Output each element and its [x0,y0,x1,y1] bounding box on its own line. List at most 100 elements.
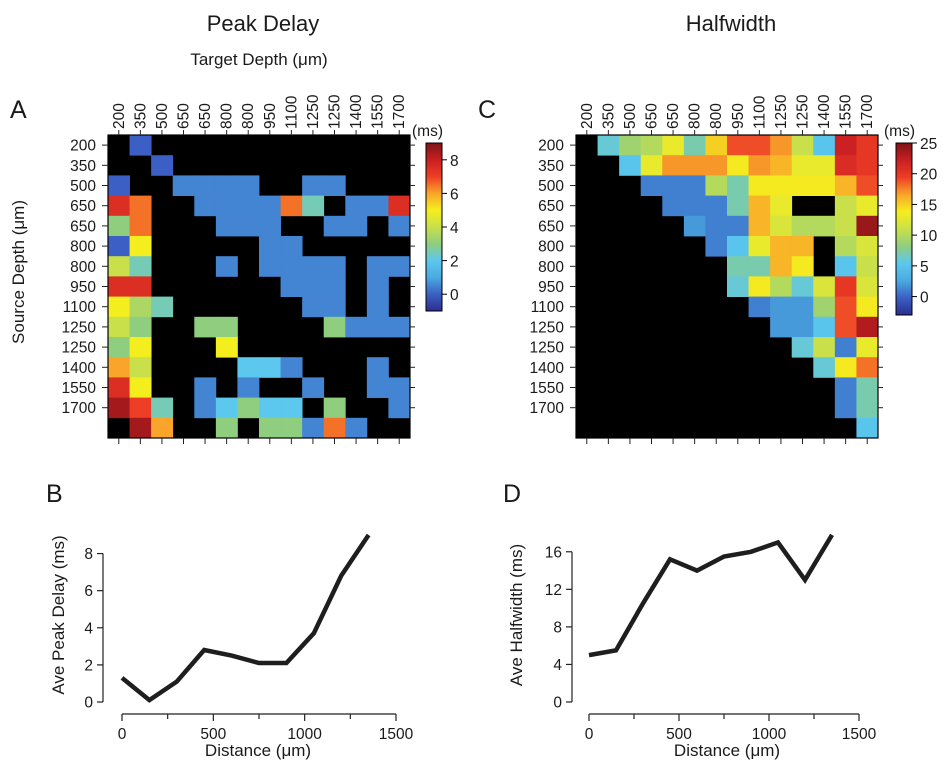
heatmap-cell [856,256,879,277]
heatmap-cell [834,195,857,217]
heatmap-cell [727,256,749,277]
heatmap-cell [215,316,238,338]
heatmap-cell [280,397,303,419]
y-tick-label: 4 [553,657,562,674]
heatmap-cell [259,215,281,237]
heatmap-cell [727,195,749,217]
y-axis-label-d: Ave Halfwidth (ms) [507,544,526,686]
x-tick-label: 200 [111,103,128,129]
heatmap-cell [791,236,814,257]
y-tick-label: 0 [84,695,93,712]
y-tick-label: 1250 [530,319,565,336]
y-tick-label: 1550 [62,380,97,397]
heatmap-cell [619,155,642,176]
title-halfwidth: Halfwidth [686,11,776,36]
heatmap-cell [705,195,728,217]
heatmap-cell [108,236,130,257]
colorbar-tick-label: 25 [920,136,937,153]
y-tick-label: 4 [84,620,93,637]
target-depth-label: Target Depth (μm) [190,50,327,69]
heatmap-cell [108,256,130,277]
heatmap-cell [813,135,836,156]
colorbar-c-unit: (ms) [884,123,915,140]
heatmap-cell [388,397,411,419]
heatmap-cell [388,215,411,237]
y-tick-label: 1400 [530,360,565,377]
heatmap-cell [834,276,857,297]
heatmap-cell [323,276,346,297]
colorbar-tick-label: 6 [450,186,459,203]
x-tick-label: 1400 [816,94,833,129]
heatmap-cell [259,195,281,217]
heatmap-cell [813,276,836,297]
x-tick-label: 800 [687,103,704,129]
heatmap-cell [129,195,152,217]
colorbar-peak-delay: 0 2 4 6 8 [425,142,459,312]
x-tick-label: 1700 [859,94,876,129]
heatmap-cell [748,296,771,318]
y-tick-label: 650 [538,198,564,215]
x-tick-label: 800 [708,103,725,129]
y-tick-label: 950 [538,279,564,296]
heatmap-cell [151,397,174,419]
x-tick-label: 500 [154,103,171,129]
heatmap-cell [856,236,879,257]
heatmap-cell [727,236,749,257]
heatmap-cell [770,175,793,196]
x-axis-label-b: Distance (μm) [205,741,311,760]
line-chart-ave-halfwidth: 0 4 8 12 16 0 500 1000 1500 [545,533,877,743]
y-tick-label: 2 [84,657,93,674]
heatmap-cell [237,377,260,398]
y-tick-label: 8 [84,546,93,563]
x-tick-label: 1100 [751,95,768,129]
x-tick-label: 1000 [287,726,322,743]
heatmap-cell [345,417,368,439]
heatmap-cell [237,397,260,419]
x-tick-label: 1500 [379,726,414,743]
heatmap-cell [640,155,663,176]
heatmap-cell [856,195,879,217]
heatmap-cell [194,377,217,398]
heatmap-cell [323,175,346,196]
heatmap-cell [834,155,857,176]
heatmap-cell [215,337,238,358]
heatmap-cell [705,236,728,257]
heatmap-cell [108,357,130,378]
heatmap-cell [388,377,411,398]
heatmap-cell [748,195,771,217]
heatmap-cell [791,256,814,277]
heatmap-cell [108,337,130,358]
heatmap-cell [366,377,389,398]
x-tick-label: 1250 [327,94,344,129]
colorbar-gradient [895,142,913,316]
heatmap-cell [683,195,706,217]
heatmap-cell [280,276,303,297]
heatmap-cell [834,215,857,237]
x-tick-label: 1250 [773,94,790,129]
heatmap-cell [302,195,325,217]
heatmap-cell [813,175,836,196]
y-tick-label: 500 [70,178,96,195]
x-tick-label: 1100 [283,95,300,129]
heatmap-cell [770,215,793,237]
heatmap-cell [129,296,152,318]
heatmap-cell [151,155,174,176]
heatmap-cell [215,195,238,217]
colorbar-tick-label: 15 [920,197,937,214]
heatmap-cell [215,397,238,419]
y-axis-label-b: Ave Peak Delay (ms) [49,535,68,694]
heatmap-cell [108,215,130,237]
heatmap-cell [834,377,857,398]
y-tick-label: 800 [70,259,96,276]
heatmap-cell [770,296,793,318]
heatmap-c-x-tick-labels: 200 350 500 650 650 800 800 950 1100 1250 1250 1400… [579,94,876,444]
heatmap-cell [129,135,152,156]
y-tick-label: 8 [553,619,562,636]
heatmap-cell [727,276,749,297]
heatmap-cell [683,135,706,156]
x-tick-label: 500 [200,726,226,743]
y-tick-label: 1100 [63,299,97,316]
y-tick-label: 1100 [531,299,565,316]
heatmap-cell [194,195,217,217]
heatmap-cell [813,337,836,358]
